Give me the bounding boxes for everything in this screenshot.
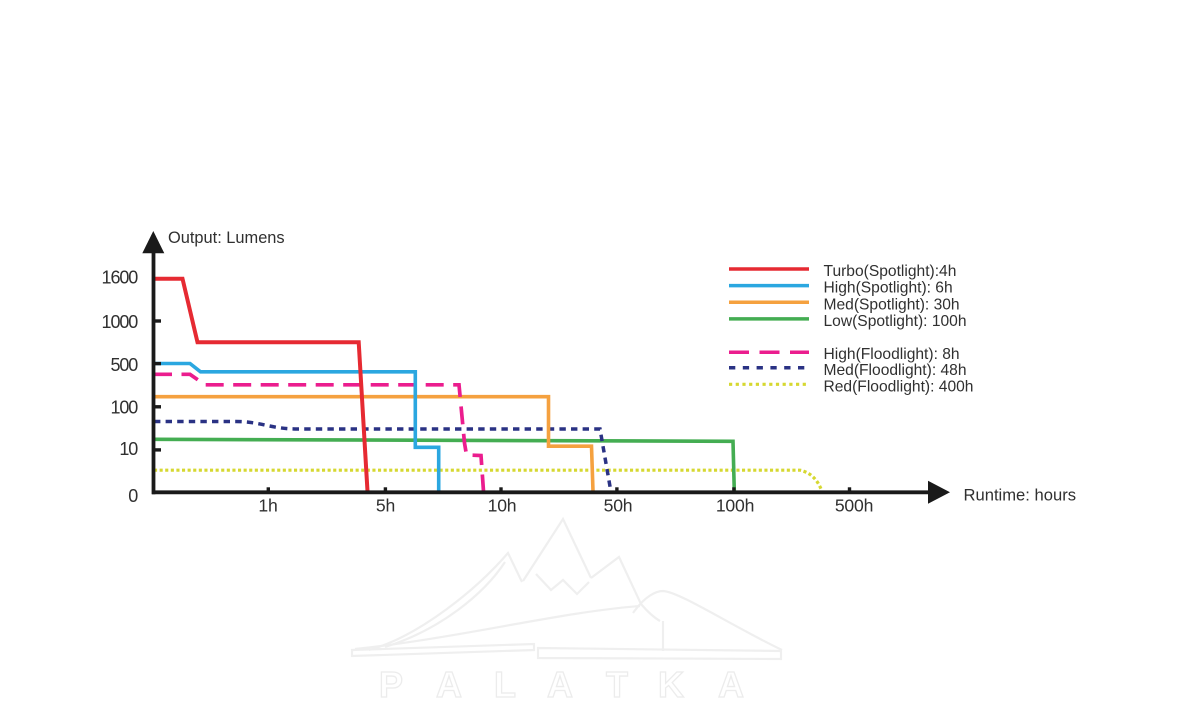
svg-text:High(Floodlight): 8h: High(Floodlight): 8h: [824, 346, 960, 363]
svg-text:Output: Lumens: Output: Lumens: [168, 229, 285, 247]
svg-text:L: L: [494, 664, 516, 705]
svg-text:Turbo(Spotlight):4h: Turbo(Spotlight):4h: [824, 263, 957, 280]
svg-text:1h: 1h: [258, 496, 277, 516]
svg-text:A: A: [436, 664, 462, 705]
svg-text:A: A: [718, 664, 744, 705]
svg-text:1600: 1600: [102, 267, 139, 287]
svg-text:0: 0: [128, 486, 138, 506]
svg-text:5h: 5h: [376, 496, 395, 516]
svg-text:500h: 500h: [835, 496, 873, 516]
svg-text:K: K: [658, 664, 684, 705]
svg-text:10: 10: [119, 439, 138, 459]
svg-text:T: T: [606, 664, 628, 705]
svg-text:Red(Floodlight): 400h: Red(Floodlight): 400h: [824, 378, 974, 395]
svg-text:A: A: [547, 664, 573, 705]
svg-text:Med(Spotlight): 30h: Med(Spotlight): 30h: [824, 296, 960, 313]
svg-text:100h: 100h: [716, 496, 754, 516]
svg-text:100: 100: [110, 397, 138, 417]
svg-text:Med(Floodlight): 48h: Med(Floodlight): 48h: [824, 362, 967, 379]
svg-text:1000: 1000: [102, 312, 139, 332]
svg-text:Runtime: hours: Runtime: hours: [964, 486, 1077, 505]
svg-text:High(Spotlight): 6h: High(Spotlight): 6h: [824, 280, 953, 297]
svg-text:Low(Spotlight): 100h: Low(Spotlight): 100h: [824, 313, 967, 330]
svg-text:500: 500: [110, 355, 138, 375]
svg-text:50h: 50h: [604, 496, 633, 516]
svg-text:P: P: [379, 664, 403, 705]
svg-text:10h: 10h: [488, 496, 517, 516]
